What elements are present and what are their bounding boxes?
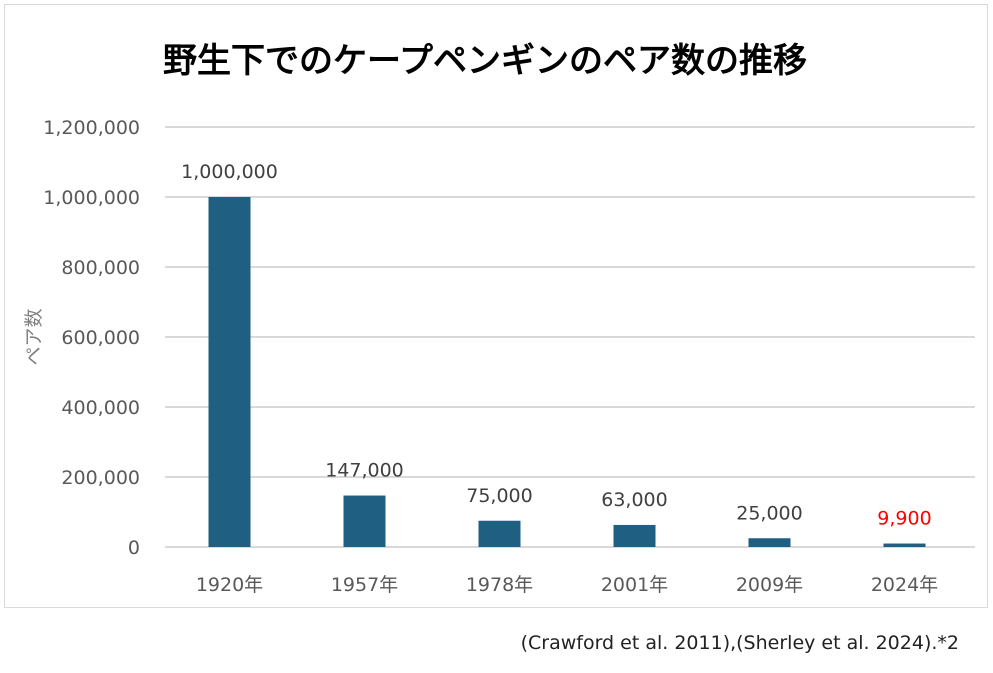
x-tick-label: 1920年 — [196, 574, 263, 596]
y-tick-label: 200,000 — [61, 467, 140, 489]
y-axis-ticks: 0 200,000 400,000 600,000 800,000 1,000,000 1,… — [43, 117, 140, 559]
bar — [748, 538, 791, 547]
data-label: 63,000 — [601, 489, 667, 511]
x-tick-label: 2024年 — [871, 574, 938, 596]
x-tick-label: 2001年 — [601, 574, 668, 596]
data-label: 1,000,000 — [181, 161, 278, 183]
bar — [883, 543, 926, 547]
bar — [343, 495, 386, 547]
source-citation: (Crawford et al. 2011),(Sherley et al. 2… — [520, 632, 959, 654]
y-tick-label: 1,200,000 — [43, 117, 140, 139]
y-tick-label: 0 — [128, 537, 140, 559]
data-label: 147,000 — [325, 460, 404, 482]
x-tick-label: 1957年 — [331, 574, 398, 596]
y-tick-label: 600,000 — [61, 327, 140, 349]
bar-chart: 野生下でのケープペンギンのペア数の推移 ペア数 0 200,000 400,000 6… — [23, 41, 975, 596]
x-tick-label: 2009年 — [736, 574, 803, 596]
chart-title: 野生下でのケープペンギンのペア数の推移 — [163, 41, 807, 81]
y-tick-label: 1,000,000 — [43, 187, 140, 209]
data-labels: 1,000,000 147,000 75,000 63,000 25,000 9,900 — [181, 161, 932, 530]
x-tick-label: 1978年 — [466, 574, 533, 596]
gridlines — [165, 126, 975, 548]
y-tick-label: 400,000 — [61, 397, 140, 419]
chart-frame — [4, 4, 988, 608]
data-label: 75,000 — [466, 485, 532, 507]
x-axis-ticks: 1920年 1957年 1978年 2001年 2009年 2024年 — [196, 574, 938, 596]
bar — [613, 524, 656, 547]
bars — [208, 197, 926, 547]
data-label: 25,000 — [736, 502, 802, 524]
y-axis-label: ペア数 — [23, 308, 45, 365]
bar — [208, 197, 251, 547]
data-label: 9,900 — [877, 508, 931, 530]
y-tick-label: 800,000 — [61, 257, 140, 279]
bar — [478, 520, 521, 547]
